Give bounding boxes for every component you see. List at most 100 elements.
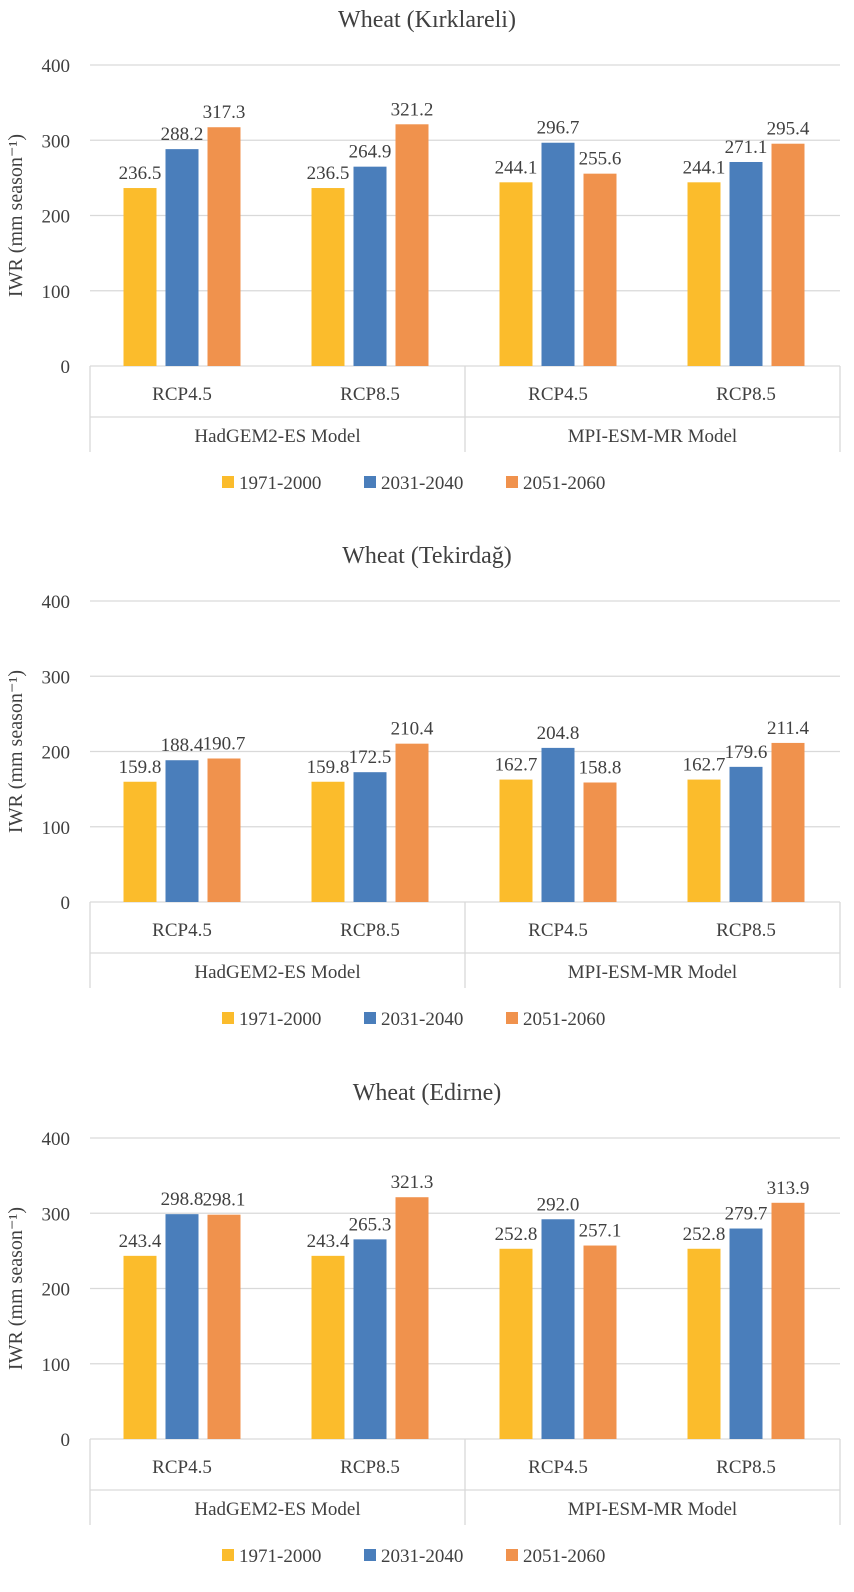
legend-swatch (222, 1549, 234, 1561)
bar-1971-2000-3 (687, 779, 721, 902)
group-label: MPI-ESM-MR Model (568, 1499, 737, 1520)
category-label: RCP4.5 (528, 384, 588, 405)
bar-2031-2040-1 (353, 1239, 387, 1439)
data-label: 204.8 (537, 723, 580, 744)
data-label: 159.8 (307, 757, 350, 778)
data-label: 279.7 (725, 1204, 768, 1225)
data-label: 162.7 (495, 755, 538, 776)
bar-2051-2060-2 (583, 782, 617, 902)
y-tick-label: 300 (42, 1204, 71, 1225)
legend-label: 2031-2040 (381, 473, 463, 494)
data-label: 243.4 (307, 1231, 350, 1252)
category-label: RCP8.5 (340, 920, 400, 941)
data-label: 292.0 (537, 1194, 580, 1215)
chart-title: Wheat (Edirne) (353, 1080, 502, 1106)
chart-title: Wheat (Kırklareli) (338, 7, 516, 33)
bar-1971-2000-2 (499, 779, 533, 902)
data-label: 244.1 (683, 157, 726, 178)
data-label: 295.4 (767, 119, 810, 140)
bar-2031-2040-2 (541, 142, 575, 366)
group-label: MPI-ESM-MR Model (568, 962, 737, 983)
bar-2051-2060-1 (395, 124, 429, 366)
y-tick-label: 300 (42, 667, 71, 688)
y-axis-label: IWR (mm season⁻¹) (5, 1207, 27, 1370)
bar-1971-2000-1 (311, 188, 345, 366)
bar-2051-2060-1 (395, 1197, 429, 1439)
category-label: RCP8.5 (716, 384, 776, 405)
data-label: 264.9 (349, 142, 392, 163)
legend-label: 2031-2040 (381, 1546, 463, 1567)
data-label: 244.1 (495, 157, 538, 178)
data-label: 162.7 (683, 755, 726, 776)
chart-panel-1: Wheat (Tekirdağ) 0 100 200 300 400 IWR (mm sea… (5, 543, 841, 1030)
data-label: 190.7 (203, 733, 246, 754)
y-tick-label: 400 (42, 1129, 71, 1150)
bar-2051-2060-3 (771, 143, 805, 366)
y-axis-label: IWR (mm season⁻¹) (5, 670, 27, 833)
category-label: RCP8.5 (716, 920, 776, 941)
data-label: 265.3 (349, 1214, 392, 1235)
legend-label: 1971-2000 (239, 473, 321, 494)
bar-2031-2040-1 (353, 166, 387, 366)
data-label: 211.4 (767, 718, 810, 739)
chart-panel-0: Wheat (Kırklareli) 0 100 200 300 400 IWR (mm s… (5, 7, 841, 494)
group-label: HadGEM2-ES Model (194, 426, 360, 447)
data-label: 321.3 (391, 1172, 434, 1193)
data-label: 313.9 (767, 1178, 810, 1199)
category-label: RCP8.5 (340, 1457, 400, 1478)
bar-2031-2040-0 (165, 1214, 199, 1439)
chart-panel-2: Wheat (Edirne) 0 100 200 300 400 IWR (mm seaso… (5, 1080, 841, 1567)
bar-2031-2040-2 (541, 1219, 575, 1439)
bar-1971-2000-1 (311, 781, 345, 902)
bar-2031-2040-0 (165, 760, 199, 902)
data-label: 252.8 (683, 1224, 726, 1245)
legend-label: 1971-2000 (239, 1546, 321, 1567)
legend-label: 2051-2060 (523, 1546, 605, 1567)
data-label: 210.4 (391, 719, 434, 740)
data-label: 159.8 (119, 757, 162, 778)
bar-2031-2040-3 (729, 1228, 763, 1439)
category-label: RCP4.5 (528, 920, 588, 941)
bar-1971-2000-1 (311, 1255, 345, 1439)
y-tick-label: 200 (42, 1280, 71, 1301)
bar-2031-2040-2 (541, 747, 575, 902)
data-label: 271.1 (725, 137, 768, 158)
y-tick-label: 0 (61, 1430, 71, 1451)
data-label: 188.4 (161, 735, 204, 756)
chart-title: Wheat (Tekirdağ) (342, 543, 512, 569)
group-label: HadGEM2-ES Model (194, 962, 360, 983)
legend-swatch (364, 1012, 376, 1024)
bar-1971-2000-0 (123, 188, 157, 366)
bar-2051-2060-3 (771, 742, 805, 902)
legend-swatch (222, 476, 234, 488)
data-label: 257.1 (579, 1221, 622, 1242)
legend-swatch (506, 1012, 518, 1024)
group-label: MPI-ESM-MR Model (568, 426, 737, 447)
bar-2051-2060-0 (207, 1214, 241, 1439)
data-label: 317.3 (203, 102, 246, 123)
data-label: 296.7 (537, 118, 580, 139)
bar-1971-2000-3 (687, 182, 721, 366)
bar-1971-2000-2 (499, 182, 533, 366)
y-tick-label: 0 (61, 357, 71, 378)
bar-2031-2040-3 (729, 161, 763, 366)
y-tick-label: 400 (42, 592, 71, 613)
category-label: RCP4.5 (152, 920, 212, 941)
y-tick-label: 100 (42, 1355, 71, 1376)
data-label: 321.2 (391, 99, 434, 120)
bar-2031-2040-1 (353, 772, 387, 902)
legend-swatch (222, 1012, 234, 1024)
data-label: 298.1 (203, 1190, 246, 1211)
data-label: 255.6 (579, 149, 622, 170)
bar-1971-2000-0 (123, 1255, 157, 1439)
data-label: 243.4 (119, 1231, 162, 1252)
bar-2051-2060-3 (771, 1202, 805, 1439)
data-label: 252.8 (495, 1224, 538, 1245)
y-tick-label: 200 (42, 207, 71, 228)
category-label: RCP8.5 (716, 1457, 776, 1478)
legend-label: 2051-2060 (523, 1009, 605, 1030)
data-label: 179.6 (725, 742, 768, 763)
bar-1971-2000-0 (123, 781, 157, 902)
data-label: 236.5 (119, 163, 162, 184)
